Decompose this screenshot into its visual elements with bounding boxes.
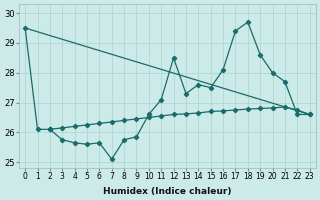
X-axis label: Humidex (Indice chaleur): Humidex (Indice chaleur) xyxy=(103,187,232,196)
